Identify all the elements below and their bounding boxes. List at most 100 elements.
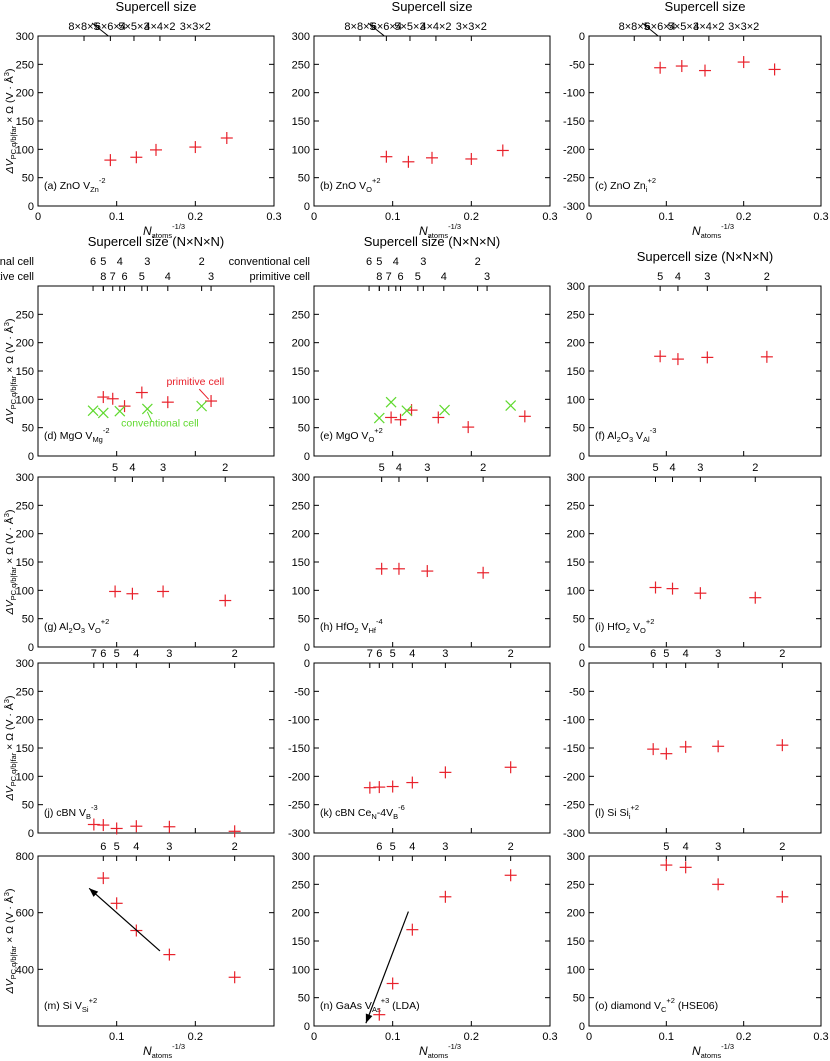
y-tick-label: 200 [16,529,34,541]
conventional-cell-marker [505,400,517,411]
panel-a: 0 50 100 150 200 250 300 0 0.1 0.2 0.3 8×8×56×6×45×… [2,0,282,240]
supercell-tick-label: 4×4×2 [144,21,175,33]
y-tick-label: 150 [16,366,34,378]
marker-stroke [439,404,451,416]
y-tick-label: 50 [22,614,34,626]
panel-label-sub: 2 [617,435,621,444]
supercell-tick-label: 3×3×2 [728,21,759,33]
y-tick-label: 600 [16,908,34,920]
y-tick-label: 0 [579,451,585,463]
y-axis-label-main: ΔV [4,158,16,174]
supercell-tick-label: 4 [675,271,681,283]
supercell-tick-label: 2 [508,841,514,853]
supercell-tick-label: 8 [376,271,382,283]
y-tick-label: 300 [16,658,34,670]
primitive-cell-marker [671,353,684,366]
primitive-cell-marker [106,392,119,405]
panel-o: 0 50 100 150 200 250 300 0 0.1 0.2 0.3 5 4 3 2 Natoms-1… [567,841,829,1060]
primitive-cell-marker [776,739,789,752]
panel-label-sub: i [629,812,631,821]
y-tick-label: 250 [567,500,585,512]
y-tick-label: -200 [288,771,310,783]
primitive-cell-marker [189,141,202,154]
y-tick-label: 100 [567,585,585,597]
supercell-tick-label: 8×8×5 [68,21,99,33]
supercell-title: Supercell size [392,0,473,14]
x-tick-label: 0.1 [385,1031,400,1043]
supercell-tick-label: 4 [393,256,399,268]
x-tick-label: 0 [586,211,592,223]
x-axis-label-sub: atoms [152,1051,173,1060]
supercell-title: Supercell size (N×N×N) [637,249,774,264]
supercell-tick-label: 6 [650,648,656,660]
panel-label-text: (f) Al [595,430,617,442]
panel-label: (g) Al2O3 VO+2 [44,617,109,635]
y-tick-label: 300 [567,472,585,484]
panel-label-sub: 2 [626,626,630,635]
supercell-tick-label: 2 [232,648,238,660]
panel-label: (c) ZnO Zni+2 [595,176,656,194]
supercell-tick-label: 2 [475,256,481,268]
panel-label-sup: +2 [631,803,640,812]
x-tick-label: 0 [586,1031,592,1043]
supercell-tick-label: 3 [208,271,214,283]
y-tick-label: 100 [567,394,585,406]
x-tick-label: 0.2 [188,1031,203,1043]
panel-label-text: (l) Si Si [595,807,629,819]
y-tick-label: -300 [288,828,310,840]
panel-label-text: (a) ZnO V [44,180,90,192]
y-tick-label: 250 [16,686,34,698]
panel-label-sup: +2 [101,617,110,626]
supercell-tick-label: 4 [117,256,123,268]
y-tick-label: 50 [298,614,310,626]
y-tick-label: 50 [573,993,585,1005]
primitive-cell-marker [163,820,176,833]
panel-label-sub: C [661,1005,667,1014]
panel-label: (e) MgO VO+2 [320,426,383,444]
y-tick-label: 200 [16,715,34,727]
supercell-tick-label: 2 [764,271,770,283]
conventional-cell-marker [196,400,208,412]
leader-line [91,22,109,37]
top-row-label: conventional cell [229,256,310,268]
x-axis-label-sup: -1/3 [172,222,185,231]
panel-l: -300 -250 -200 -150 -100 -50 0 6 5 4 3 2 (l) Si Sii+… [563,648,822,840]
primitive-cell-marker [647,743,660,756]
marker-stroke [401,405,413,417]
conventional-cell-marker [141,403,153,415]
y-tick-label: 100 [16,394,34,406]
trend-arrow-head [365,1013,373,1024]
panel-label: (l) Si Sii+2 [595,803,639,821]
primitive-cell-marker [228,971,241,984]
supercell-tick-label: 2 [508,648,514,660]
y-tick-label: -50 [294,686,310,698]
primitive-cell-marker [660,747,673,760]
y-tick-label: 50 [298,423,310,435]
primitive-cell-marker [462,421,475,434]
supercell-tick-label: 5 [112,462,118,474]
y-tick-label: 200 [292,338,310,350]
x-tick-label: 0.3 [542,1031,557,1043]
y-tick-label: -250 [288,800,310,812]
panel-label-mid: V [630,621,640,633]
primitive-cell-marker [406,923,419,936]
y-axis-label: ΔVPC,q/b|far × Ω (V · Å3) [2,889,18,995]
primitive-cell-marker [679,861,692,874]
y-axis-label-close: ) [4,510,16,514]
y-axis-label-close: ) [4,696,16,700]
y-tick-label: -300 [563,201,585,213]
primitive-cell-marker [518,410,531,423]
primitive-cell-marker [392,562,405,575]
supercell-tick-label: 5 [657,271,663,283]
supercell-title: Supercell size [116,0,197,14]
x-axis-label-main: N [419,224,428,238]
panel-label-sup: -6 [398,803,405,812]
series-annotation: conventional cell [121,418,199,430]
x-axis-label-main: N [143,224,152,238]
supercell-tick-label: 2 [222,462,228,474]
supercell-title: Supercell size (N×N×N) [88,234,225,249]
primitive-cell-marker [97,872,110,885]
panel-label-sub2: B [393,812,398,821]
panel-label-text: (i) HfO [595,621,626,633]
